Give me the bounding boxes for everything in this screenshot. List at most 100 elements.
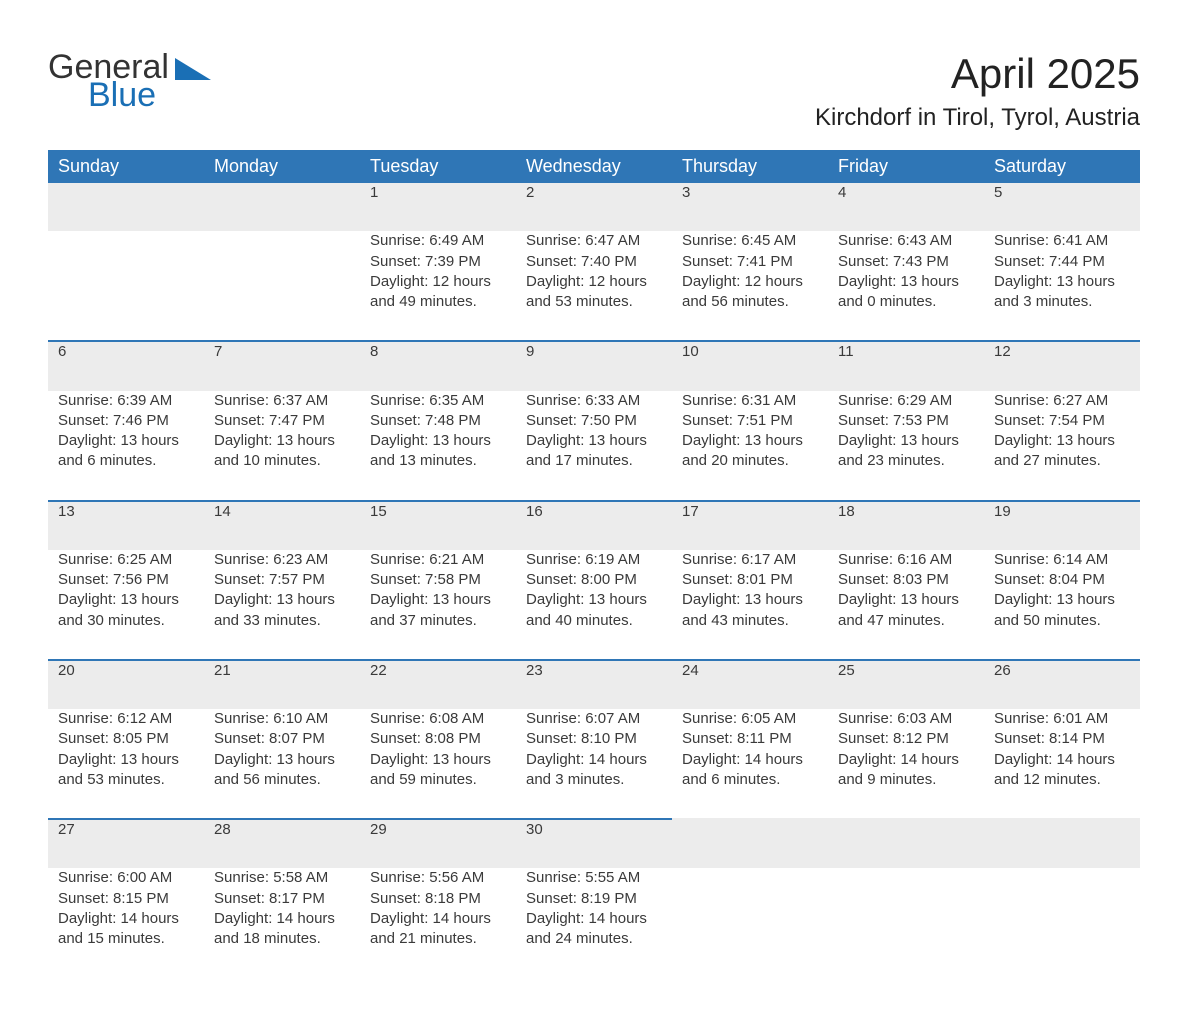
sunset-line: Sunset: 8:14 PM [994, 729, 1130, 749]
sunset-line: Sunset: 8:08 PM [370, 729, 506, 749]
sunset-line: Sunset: 7:39 PM [370, 252, 506, 272]
header: General Blue April 2025 Kirchdorf in Tir… [48, 50, 1140, 132]
sunrise-line: Sunrise: 6:43 AM [838, 231, 974, 251]
sunset-line: Sunset: 7:43 PM [838, 252, 974, 272]
sunset-line: Sunset: 8:12 PM [838, 729, 974, 749]
daylight-line: Daylight: 13 hours and 10 minutes. [214, 431, 350, 472]
day-detail-cell: Sunrise: 6:21 AMSunset: 7:58 PMDaylight:… [360, 550, 516, 660]
day-detail-row: Sunrise: 6:49 AMSunset: 7:39 PMDaylight:… [48, 231, 1140, 341]
sunrise-line: Sunrise: 6:12 AM [58, 709, 194, 729]
day-detail-cell: Sunrise: 6:43 AMSunset: 7:43 PMDaylight:… [828, 231, 984, 341]
sunset-line: Sunset: 8:00 PM [526, 570, 662, 590]
day-number-cell: 23 [516, 660, 672, 709]
sunset-line: Sunset: 8:03 PM [838, 570, 974, 590]
sunset-line: Sunset: 7:56 PM [58, 570, 194, 590]
location-subtitle: Kirchdorf in Tirol, Tyrol, Austria [815, 104, 1140, 132]
day-detail-cell: Sunrise: 6:41 AMSunset: 7:44 PMDaylight:… [984, 231, 1140, 341]
day-detail-cell [828, 868, 984, 977]
daylight-line: Daylight: 14 hours and 15 minutes. [58, 909, 194, 950]
title-block: April 2025 Kirchdorf in Tirol, Tyrol, Au… [815, 50, 1140, 132]
day-number-row: 12345 [48, 183, 1140, 231]
sunrise-line: Sunrise: 6:19 AM [526, 550, 662, 570]
day-detail-cell: Sunrise: 6:33 AMSunset: 7:50 PMDaylight:… [516, 391, 672, 501]
sunset-line: Sunset: 8:04 PM [994, 570, 1130, 590]
sunset-line: Sunset: 7:50 PM [526, 411, 662, 431]
day-detail-row: Sunrise: 6:39 AMSunset: 7:46 PM Daylight:… [48, 391, 1140, 501]
day-number-cell [204, 183, 360, 231]
sunrise-line: Sunrise: 6:00 AM [58, 868, 194, 888]
sunrise-line: Sunrise: 6:05 AM [682, 709, 818, 729]
weekday-header: Monday [204, 150, 360, 183]
day-number-cell: 30 [516, 819, 672, 868]
sunset-line: Sunset: 7:41 PM [682, 252, 818, 272]
sunset-line: Sunset: 8:11 PM [682, 729, 818, 749]
day-number-row: 13141516171819 [48, 501, 1140, 550]
daylight-line: Daylight: 13 hours and 59 minutes. [370, 750, 506, 791]
sunset-line: Sunset: 7:44 PM [994, 252, 1130, 272]
daylight-line: Daylight: 12 hours and 49 minutes. [370, 272, 506, 313]
daylight-line: Daylight: 13 hours and 17 minutes. [526, 431, 662, 472]
sunrise-line: Sunrise: 5:55 AM [526, 868, 662, 888]
daylight-line: Daylight: 12 hours and 53 minutes. [526, 272, 662, 313]
sunrise-line: Sunrise: 6:39 AM [58, 391, 194, 411]
sunset-line: Sunset: 8:15 PM [58, 889, 194, 909]
sunrise-line: Sunrise: 6:27 AM [994, 391, 1130, 411]
sunrise-line: Sunrise: 6:01 AM [994, 709, 1130, 729]
sunrise-line: Sunrise: 6:10 AM [214, 709, 350, 729]
daylight-line: Daylight: 13 hours and 0 minutes. [838, 272, 974, 313]
day-number-cell: 28 [204, 819, 360, 868]
day-number-cell: 9 [516, 341, 672, 390]
daylight-line: Daylight: 13 hours and 30 minutes. [58, 590, 194, 631]
daylight-line: Daylight: 13 hours and 27 minutes. [994, 431, 1130, 472]
day-detail-cell: Sunrise: 6:14 AMSunset: 8:04 PMDaylight:… [984, 550, 1140, 660]
day-number-cell: 18 [828, 501, 984, 550]
daylight-line: Daylight: 13 hours and 37 minutes. [370, 590, 506, 631]
day-detail-cell: Sunrise: 6:29 AMSunset: 7:53 PMDaylight:… [828, 391, 984, 501]
sunset-line: Sunset: 7:51 PM [682, 411, 818, 431]
day-detail-cell: Sunrise: 6:49 AMSunset: 7:39 PMDaylight:… [360, 231, 516, 341]
day-detail-cell [204, 231, 360, 341]
day-detail-cell [672, 868, 828, 977]
day-number-cell: 12 [984, 341, 1140, 390]
day-number-cell: 25 [828, 660, 984, 709]
logo: General Blue [48, 50, 211, 112]
day-detail-cell: Sunrise: 6:27 AMSunset: 7:54 PMDaylight:… [984, 391, 1140, 501]
day-number-cell: 8 [360, 341, 516, 390]
daylight-line: Daylight: 13 hours and 33 minutes. [214, 590, 350, 631]
day-number-cell: 27 [48, 819, 204, 868]
sunrise-line: Sunrise: 6:29 AM [838, 391, 974, 411]
sunset-line: Sunset: 7:47 PM [214, 411, 350, 431]
day-number-cell: 19 [984, 501, 1140, 550]
day-detail-cell: Sunrise: 6:12 AMSunset: 8:05 PMDaylight:… [48, 709, 204, 819]
daylight-line: Daylight: 14 hours and 3 minutes. [526, 750, 662, 791]
sunrise-line: Sunrise: 6:23 AM [214, 550, 350, 570]
sunset-line: Sunset: 8:05 PM [58, 729, 194, 749]
day-detail-cell: Sunrise: 6:00 AMSunset: 8:15 PMDaylight:… [48, 868, 204, 977]
day-detail-cell: Sunrise: 6:25 AMSunset: 7:56 PMDaylight:… [48, 550, 204, 660]
daylight-line: Daylight: 13 hours and 3 minutes. [994, 272, 1130, 313]
sunrise-line: Sunrise: 6:37 AM [214, 391, 350, 411]
daylight-line: Daylight: 14 hours and 21 minutes. [370, 909, 506, 950]
day-detail-cell [48, 231, 204, 341]
sunrise-line: Sunrise: 6:35 AM [370, 391, 506, 411]
sunset-line: Sunset: 8:01 PM [682, 570, 818, 590]
day-number-cell: 14 [204, 501, 360, 550]
calendar-table: SundayMondayTuesdayWednesdayThursdayFrid… [48, 150, 1140, 977]
sunset-line: Sunset: 8:18 PM [370, 889, 506, 909]
day-detail-cell: Sunrise: 6:03 AMSunset: 8:12 PMDaylight:… [828, 709, 984, 819]
sunset-line: Sunset: 7:53 PM [838, 411, 974, 431]
sunrise-line: Sunrise: 6:17 AM [682, 550, 818, 570]
sunset-line: Sunset: 8:19 PM [526, 889, 662, 909]
daylight-line: Daylight: 13 hours and 53 minutes. [58, 750, 194, 791]
day-number-cell: 4 [828, 183, 984, 231]
day-number-cell: 24 [672, 660, 828, 709]
daylight-line: Daylight: 12 hours and 56 minutes. [682, 272, 818, 313]
logo-word-2: Blue [88, 78, 211, 112]
day-detail-cell: Sunrise: 6:07 AMSunset: 8:10 PMDaylight:… [516, 709, 672, 819]
sunset-line: Sunset: 8:17 PM [214, 889, 350, 909]
day-number-cell: 26 [984, 660, 1140, 709]
sunset-line: Sunset: 7:46 PM [58, 411, 194, 431]
day-number-cell: 16 [516, 501, 672, 550]
daylight-line: Daylight: 14 hours and 6 minutes. [682, 750, 818, 791]
daylight-line: Daylight: 13 hours and 20 minutes. [682, 431, 818, 472]
